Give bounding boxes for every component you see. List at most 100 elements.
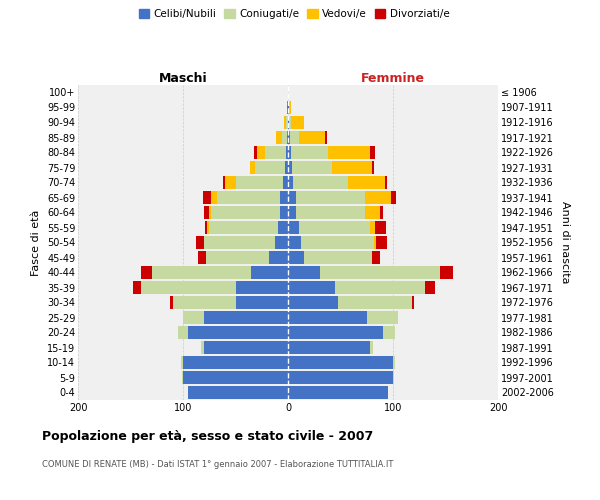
Y-axis label: Anni di nascita: Anni di nascita — [560, 201, 571, 284]
Bar — [170, 296, 173, 308]
Bar — [288, 312, 367, 324]
Bar — [178, 326, 188, 338]
Bar — [235, 176, 283, 188]
Bar — [304, 252, 372, 264]
Text: Popolazione per età, sesso e stato civile - 2007: Popolazione per età, sesso e stato civil… — [42, 430, 373, 443]
Bar — [204, 236, 275, 248]
Bar — [370, 146, 375, 158]
Bar — [296, 192, 365, 203]
Bar — [289, 102, 291, 114]
Text: COMUNE DI RENATE (MB) - Dati ISTAT 1° gennaio 2007 - Elaborazione TUTTITALIA.IT: COMUNE DI RENATE (MB) - Dati ISTAT 1° ge… — [42, 460, 394, 469]
Bar — [393, 372, 394, 384]
Bar — [291, 146, 328, 158]
Bar — [289, 116, 291, 128]
Bar — [365, 206, 380, 218]
Bar — [288, 342, 370, 353]
Bar — [286, 116, 288, 128]
Bar — [188, 386, 288, 398]
Bar — [209, 206, 211, 218]
Bar — [292, 162, 332, 173]
Bar — [288, 386, 388, 398]
Bar — [235, 282, 288, 294]
Bar — [286, 146, 288, 158]
Bar — [203, 192, 211, 203]
Y-axis label: Fasce di età: Fasce di età — [31, 210, 41, 276]
Bar — [370, 222, 375, 234]
Bar — [288, 102, 289, 114]
Bar — [338, 296, 412, 308]
Bar — [141, 266, 151, 278]
Bar — [348, 176, 385, 188]
Bar — [301, 236, 374, 248]
Bar — [383, 326, 395, 338]
Bar — [204, 342, 288, 353]
Bar — [225, 176, 235, 188]
Bar — [288, 372, 393, 384]
Bar — [133, 282, 141, 294]
Bar — [254, 146, 257, 158]
Bar — [440, 266, 453, 278]
Bar — [425, 282, 435, 294]
Bar — [277, 132, 282, 143]
Bar — [325, 132, 327, 143]
Bar — [183, 312, 204, 324]
Bar — [288, 192, 296, 203]
Bar — [173, 296, 235, 308]
Bar — [204, 206, 209, 218]
Bar — [288, 222, 299, 234]
Bar — [183, 356, 288, 368]
Bar — [182, 372, 183, 384]
Bar — [151, 266, 251, 278]
Bar — [283, 176, 288, 188]
Bar — [288, 176, 293, 188]
Bar — [288, 326, 383, 338]
Bar — [280, 206, 288, 218]
Bar — [288, 296, 338, 308]
Bar — [284, 116, 286, 128]
Bar — [412, 296, 414, 308]
Bar — [291, 116, 304, 128]
Bar — [288, 206, 296, 218]
Bar — [204, 312, 288, 324]
Bar — [275, 236, 288, 248]
Bar — [188, 326, 288, 338]
Bar — [288, 132, 290, 143]
Bar — [211, 206, 280, 218]
Bar — [277, 222, 288, 234]
Bar — [211, 192, 217, 203]
Bar — [181, 356, 183, 368]
Bar — [288, 266, 320, 278]
Bar — [197, 252, 206, 264]
Bar — [183, 372, 288, 384]
Bar — [269, 252, 288, 264]
Bar — [365, 192, 391, 203]
Text: Maschi: Maschi — [158, 72, 208, 85]
Bar — [299, 132, 325, 143]
Bar — [257, 146, 265, 158]
Bar — [265, 146, 286, 158]
Bar — [372, 252, 380, 264]
Bar — [223, 176, 225, 188]
Bar — [293, 176, 348, 188]
Bar — [374, 236, 376, 248]
Bar — [287, 132, 288, 143]
Bar — [288, 252, 304, 264]
Bar — [217, 192, 280, 203]
Bar — [296, 206, 365, 218]
Bar — [385, 176, 387, 188]
Bar — [335, 282, 425, 294]
Bar — [207, 222, 209, 234]
Bar — [235, 296, 288, 308]
Bar — [375, 222, 386, 234]
Bar — [282, 132, 287, 143]
Bar — [209, 222, 277, 234]
Bar — [256, 162, 285, 173]
Bar — [251, 266, 288, 278]
Bar — [288, 282, 335, 294]
Bar — [367, 312, 398, 324]
Bar — [280, 192, 288, 203]
Bar — [205, 222, 207, 234]
Bar — [393, 356, 395, 368]
Bar — [288, 236, 301, 248]
Bar — [288, 356, 393, 368]
